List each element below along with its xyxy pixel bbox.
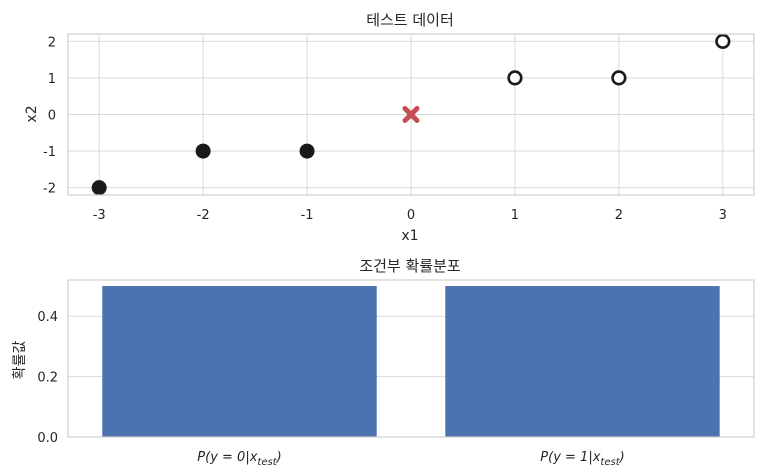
x-tick-label: P(y = 1|xtest): [540, 450, 624, 468]
x-tick-label: 3: [719, 208, 727, 223]
point-hollow: [507, 70, 523, 86]
scatter-x-label: x1: [401, 228, 418, 244]
y-tick-label: 0: [48, 109, 56, 124]
point-filled: [195, 143, 211, 159]
y-tick-label: 0.0: [37, 431, 58, 446]
bar: [102, 286, 377, 437]
x-tick-label: 0: [407, 208, 415, 223]
bar: [445, 286, 720, 437]
scatter-chart: 테스트 데이터 -3 -2 -1 0 1 2 3 -2 -1 0 1 2 x1 x2: [24, 11, 755, 244]
bar-y-ticks: 0.0 0.2 0.4: [37, 310, 58, 446]
y-tick-label: -2: [43, 182, 56, 197]
scatter-y-label: x2: [24, 105, 40, 122]
point-hollow: [611, 70, 627, 86]
bar-chart: 조건부 확률분포 0.0 0.2 0.4 P(y = 0|xtest) P(y = 1…: [12, 257, 755, 468]
scatter-title: 테스트 데이터: [366, 11, 454, 29]
x-tick-label: -1: [301, 208, 314, 223]
scatter-y-ticks: -2 -1 0 1 2: [43, 35, 56, 196]
bars: [102, 286, 720, 437]
scatter-x-ticks: -3 -2 -1 0 1 2 3: [93, 208, 727, 223]
point-test-x: [402, 106, 420, 123]
x-tick-label: P(y = 0|xtest): [197, 450, 281, 468]
scatter-grid: [68, 34, 754, 195]
y-tick-label: 2: [48, 35, 56, 50]
scatter-points: [91, 33, 731, 196]
y-tick-label: -1: [43, 145, 56, 160]
x-tick-label: 1: [511, 208, 519, 223]
y-tick-label: 0.2: [37, 371, 58, 386]
scatter-frame: [67, 33, 755, 196]
x-tick-label: -3: [93, 208, 106, 223]
point-filled: [299, 143, 315, 159]
bar-title: 조건부 확률분포: [359, 257, 461, 275]
bar-y-label: 확률값: [12, 341, 28, 380]
bar-frame: [67, 279, 755, 438]
x-tick-label: 2: [615, 208, 623, 223]
y-tick-label: 0.4: [37, 310, 58, 325]
point-filled: [91, 180, 107, 196]
y-tick-label: 1: [48, 72, 56, 87]
point-hollow: [715, 33, 731, 49]
x-tick-label: -2: [197, 208, 210, 223]
bar-x-ticks: P(y = 0|xtest) P(y = 1|xtest): [197, 450, 624, 468]
